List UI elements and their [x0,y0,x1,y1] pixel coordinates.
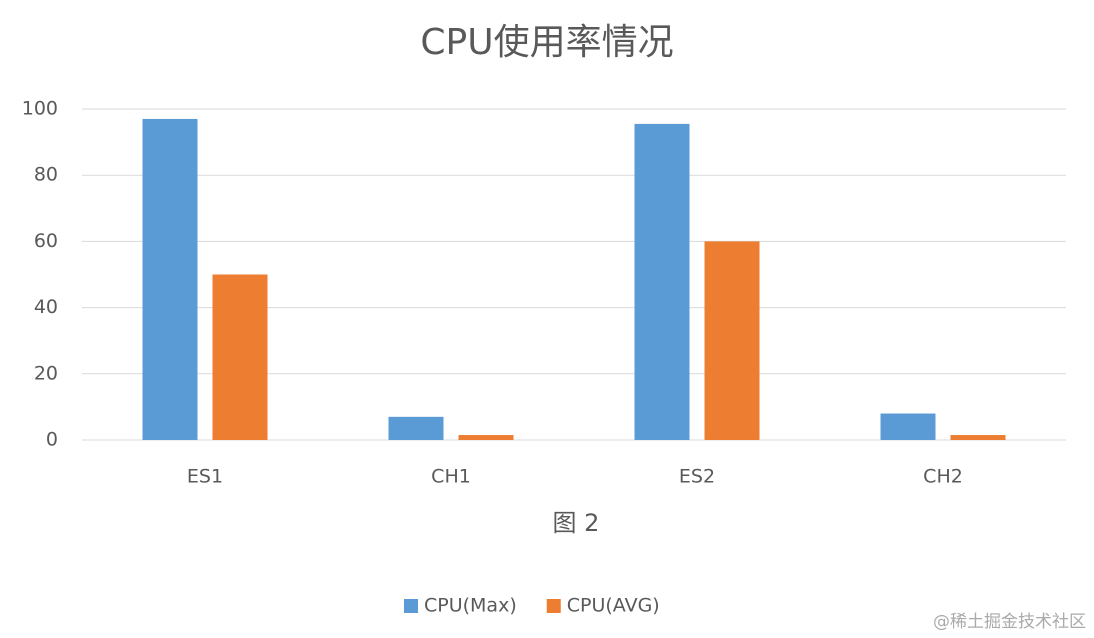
bar [388,416,444,440]
y-tick-label: 60 [34,230,58,252]
y-tick-label: 100 [22,98,58,120]
bar [704,241,760,440]
x-axis-label: 图 2 [553,509,600,537]
chart-title: CPU使用率情况 [420,22,673,63]
y-tick-label: 80 [34,164,58,186]
bar [880,413,936,440]
legend-swatch [546,599,561,613]
x-tick-label: ES2 [679,466,715,488]
bar [458,435,514,440]
bar [142,118,198,441]
legend-label: CPU(Max) [424,595,517,617]
y-tick-label: 0 [46,429,58,451]
legend-swatch [404,599,418,613]
bar [212,274,268,440]
x-tick-label: ES1 [187,466,223,488]
bar [634,123,690,441]
legend-label: CPU(AVG) [567,595,660,617]
y-tick-label: 40 [34,296,58,318]
y-tick-label: 20 [34,362,58,384]
x-tick-label: CH1 [431,466,471,488]
bar [950,435,1006,440]
watermark: @稀土掘金技术社区 [933,612,1086,632]
x-tick-label: CH2 [923,466,963,488]
